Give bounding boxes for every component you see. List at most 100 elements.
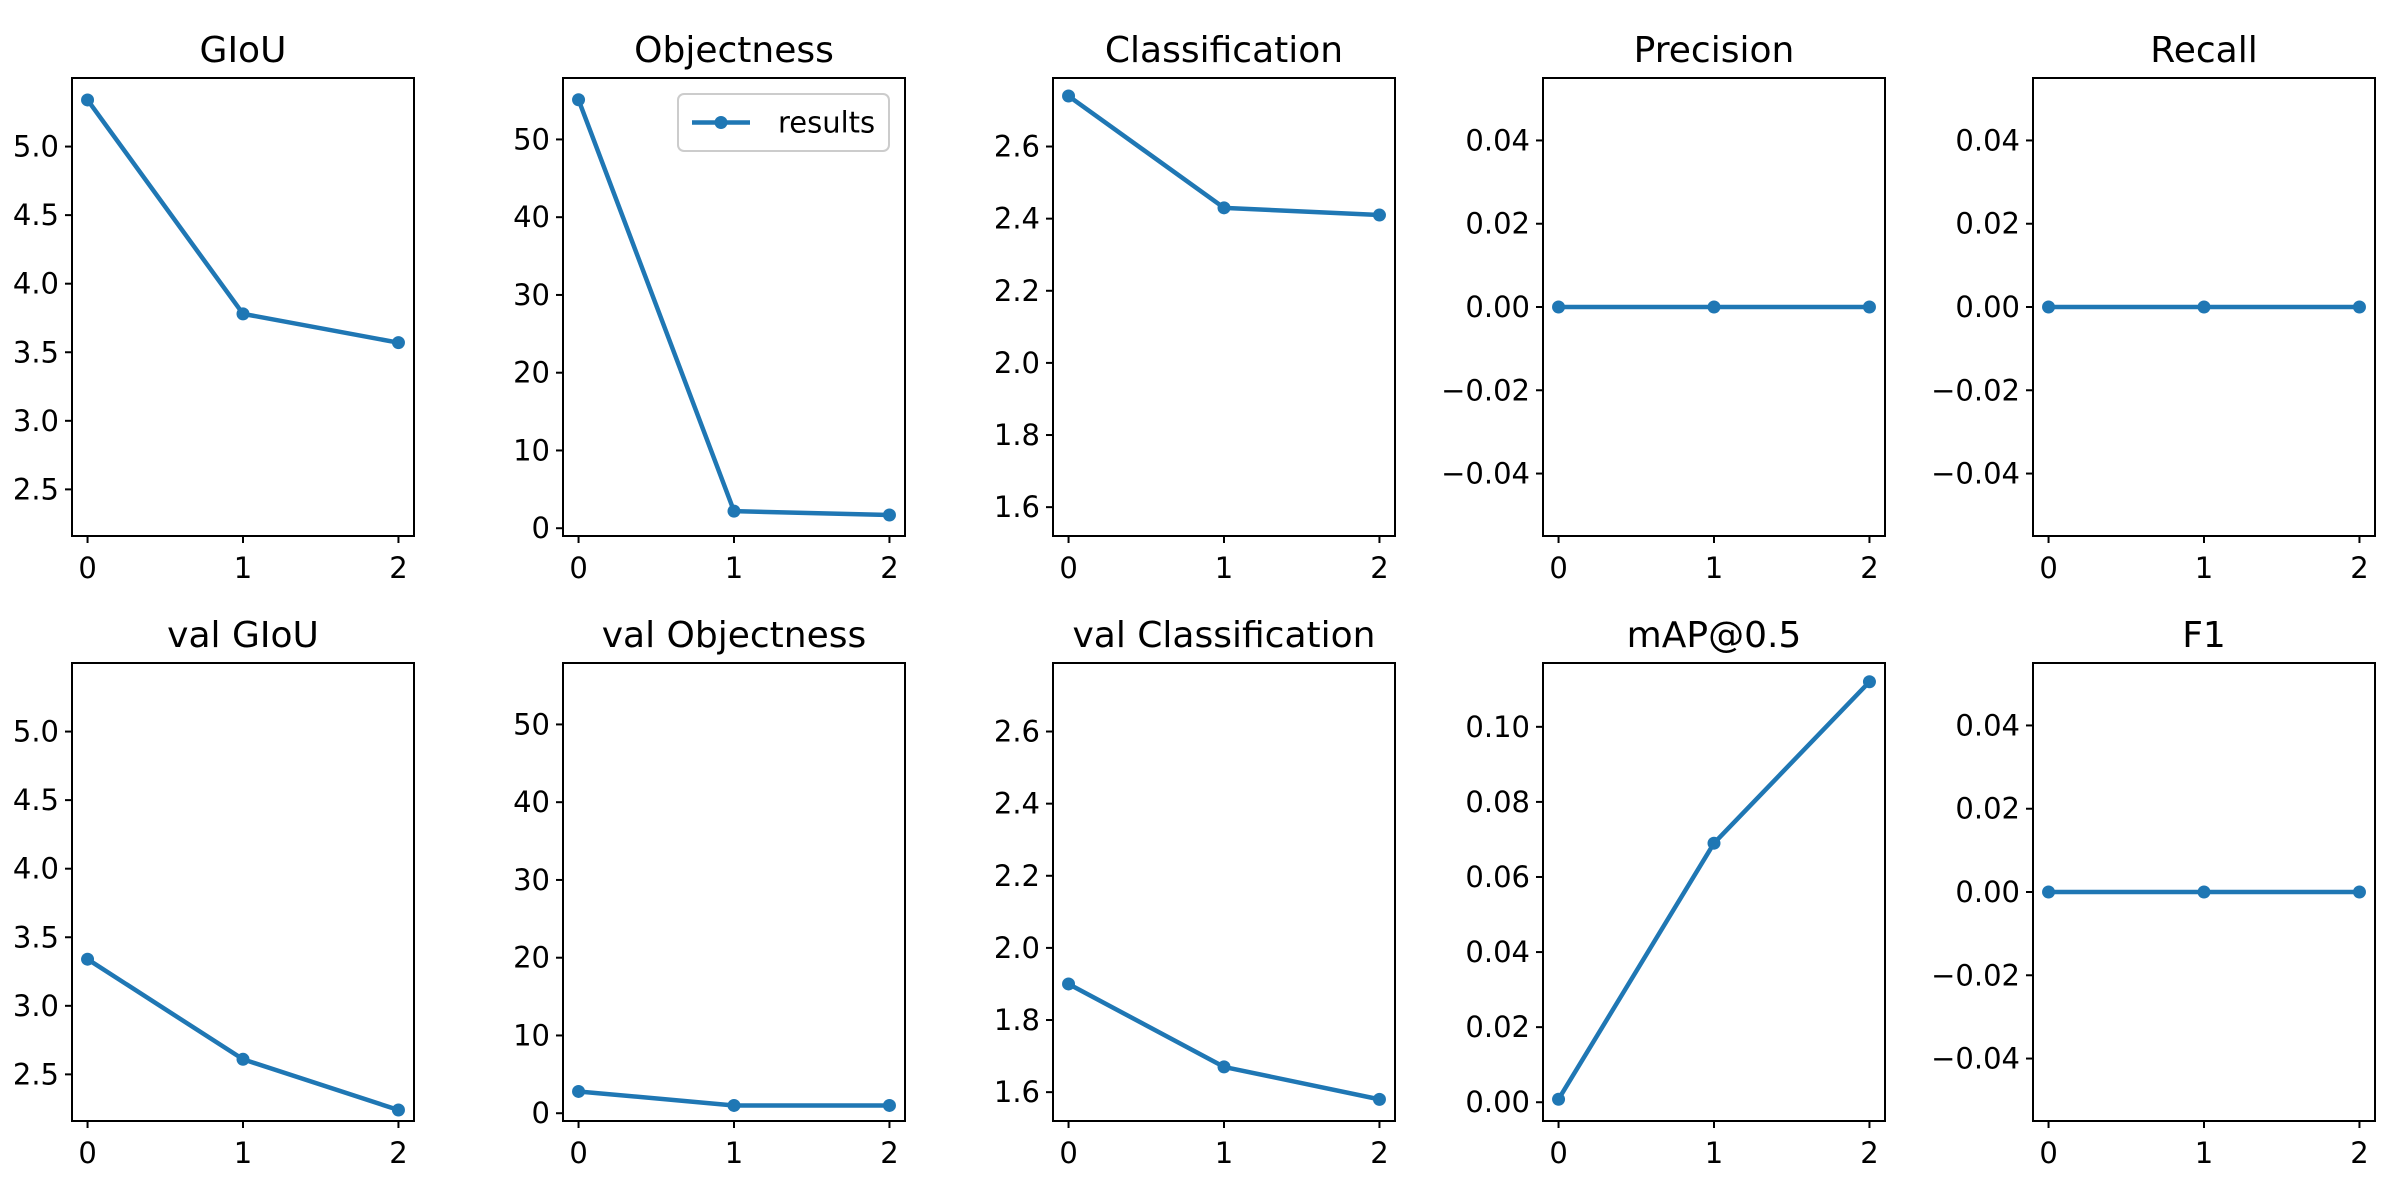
y-tick-label: 50 bbox=[513, 122, 550, 156]
x-tick-label: 1 bbox=[1705, 551, 1723, 585]
chart-title: val GIoU bbox=[167, 615, 319, 656]
y-tick-label: 0.04 bbox=[1465, 123, 1530, 157]
data-point bbox=[882, 1098, 896, 1112]
x-tick-label: 0 bbox=[1059, 551, 1077, 585]
y-tick-label: 10 bbox=[513, 1018, 550, 1052]
data-point bbox=[1062, 89, 1076, 103]
chart-title: val Classification bbox=[1072, 615, 1375, 656]
y-tick-label: 0.02 bbox=[1955, 792, 2020, 826]
y-tick-label: 20 bbox=[513, 941, 550, 975]
y-tick-label: −0.04 bbox=[1931, 1042, 2020, 1076]
data-point bbox=[236, 1052, 250, 1066]
data-point bbox=[2042, 885, 2056, 899]
x-tick-label: 0 bbox=[569, 1136, 587, 1170]
y-tick-label: 0.00 bbox=[1955, 875, 2020, 909]
y-tick-label: −0.02 bbox=[1931, 373, 2020, 407]
x-tick-label: 2 bbox=[2350, 1136, 2368, 1170]
data-point bbox=[2197, 300, 2211, 314]
data-point bbox=[1217, 1060, 1231, 1074]
y-tick-label: 2.2 bbox=[994, 859, 1040, 893]
x-tick-label: 1 bbox=[725, 551, 743, 585]
data-point bbox=[1217, 201, 1231, 215]
y-tick-label: −0.04 bbox=[1441, 457, 1530, 491]
x-tick-label: 1 bbox=[2195, 1136, 2213, 1170]
data-point bbox=[391, 1103, 405, 1117]
data-point bbox=[81, 952, 95, 966]
chart-title: mAP@0.5 bbox=[1627, 615, 1802, 656]
x-tick-label: 2 bbox=[1370, 1136, 1388, 1170]
y-tick-label: 0.06 bbox=[1465, 860, 1530, 894]
data-point bbox=[727, 504, 741, 518]
data-point bbox=[572, 93, 586, 107]
data-point bbox=[1552, 300, 1566, 314]
x-tick-label: 2 bbox=[880, 1136, 898, 1170]
data-point bbox=[1862, 300, 1876, 314]
axes-frame bbox=[1052, 77, 1396, 537]
y-tick-label: 0.02 bbox=[1955, 207, 2020, 241]
data-point bbox=[1062, 977, 1076, 991]
axes-frame bbox=[71, 662, 415, 1122]
y-tick-label: 2.0 bbox=[994, 346, 1040, 380]
x-tick-label: 2 bbox=[389, 551, 407, 585]
chart-title: val Objectness bbox=[602, 615, 867, 656]
y-tick-label: 3.0 bbox=[13, 404, 59, 438]
x-tick-label: 1 bbox=[2195, 551, 2213, 585]
data-point bbox=[391, 336, 405, 350]
y-tick-label: 5.0 bbox=[13, 715, 59, 749]
y-tick-label: 2.4 bbox=[994, 787, 1040, 821]
y-tick-label: 1.6 bbox=[994, 1075, 1040, 1109]
y-tick-label: 1.6 bbox=[994, 490, 1040, 524]
legend-box bbox=[677, 93, 890, 152]
x-tick-label: 2 bbox=[1370, 551, 1388, 585]
x-tick-label: 2 bbox=[1860, 551, 1878, 585]
data-point bbox=[882, 508, 896, 522]
legend-label: results bbox=[778, 106, 875, 140]
x-tick-label: 0 bbox=[1549, 1136, 1567, 1170]
y-tick-label: 30 bbox=[513, 278, 550, 312]
x-tick-label: 1 bbox=[1705, 1136, 1723, 1170]
series-line bbox=[576, 98, 890, 518]
axes-frame bbox=[1052, 662, 1396, 1122]
x-tick-label: 2 bbox=[389, 1136, 407, 1170]
y-tick-label: 40 bbox=[513, 200, 550, 234]
x-tick-label: 0 bbox=[78, 551, 96, 585]
y-tick-label: 0.02 bbox=[1465, 1010, 1530, 1044]
y-tick-label: 1.8 bbox=[994, 1003, 1040, 1037]
y-tick-label: 0.00 bbox=[1955, 290, 2020, 324]
x-tick-label: 1 bbox=[234, 551, 252, 585]
y-tick-label: 3.5 bbox=[13, 920, 59, 954]
x-tick-label: 2 bbox=[1860, 1136, 1878, 1170]
x-tick-label: 0 bbox=[1549, 551, 1567, 585]
x-tick-label: 0 bbox=[78, 1136, 96, 1170]
data-point bbox=[1552, 1092, 1566, 1106]
data-point bbox=[81, 93, 95, 107]
y-tick-label: 0.00 bbox=[1465, 290, 1530, 324]
data-point bbox=[1372, 1092, 1386, 1106]
chart-title: F1 bbox=[2182, 615, 2226, 656]
x-tick-label: 0 bbox=[2039, 551, 2057, 585]
y-tick-label: 0.04 bbox=[1955, 708, 2020, 742]
y-tick-label: 20 bbox=[513, 356, 550, 390]
data-point bbox=[1372, 208, 1386, 222]
y-tick-label: 0.04 bbox=[1955, 123, 2020, 157]
series-line bbox=[86, 957, 400, 1113]
y-tick-label: 2.5 bbox=[13, 472, 59, 506]
legend-marker-sample bbox=[714, 116, 728, 129]
y-tick-label: 0 bbox=[532, 1096, 550, 1130]
y-tick-label: 2.4 bbox=[994, 202, 1040, 236]
data-point bbox=[1707, 836, 1721, 850]
y-tick-label: 40 bbox=[513, 785, 550, 819]
chart-title: GIoU bbox=[200, 30, 287, 71]
y-tick-label: 0.00 bbox=[1465, 1085, 1530, 1119]
series-line bbox=[1556, 680, 1872, 1101]
x-tick-label: 1 bbox=[1215, 1136, 1233, 1170]
chart-title: Classification bbox=[1105, 30, 1343, 71]
x-tick-label: 0 bbox=[569, 551, 587, 585]
y-tick-label: 4.5 bbox=[13, 198, 59, 232]
y-tick-label: 2.0 bbox=[994, 931, 1040, 965]
data-point bbox=[236, 307, 250, 321]
x-tick-label: 1 bbox=[234, 1136, 252, 1170]
y-tick-label: 5.0 bbox=[13, 130, 59, 164]
y-tick-label: −0.04 bbox=[1931, 457, 2020, 491]
